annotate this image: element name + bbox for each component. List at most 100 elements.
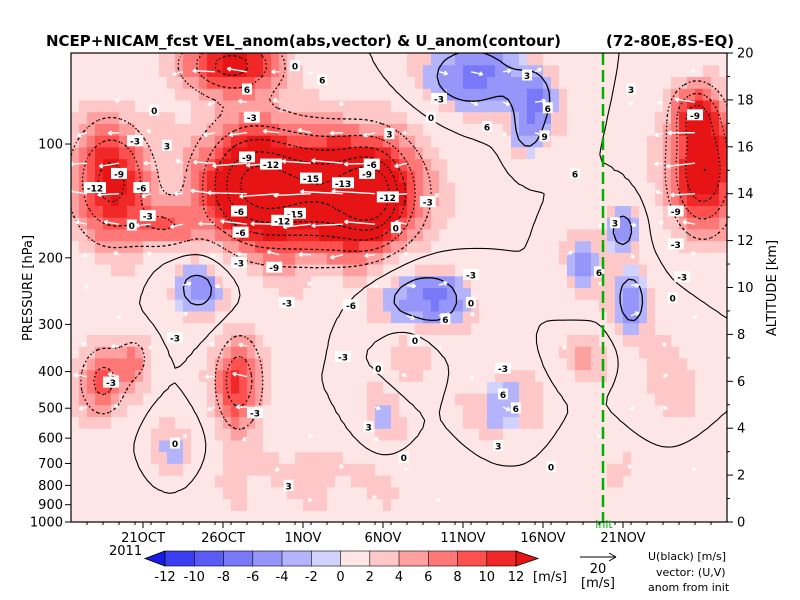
shade-cell <box>655 99 664 113</box>
shade-cell <box>119 393 128 406</box>
shade-cell <box>679 393 688 406</box>
shade-cell <box>663 88 672 101</box>
shade-cell <box>287 346 296 359</box>
shade-cell <box>439 393 448 406</box>
shade-cell <box>79 357 88 371</box>
shade-cell <box>375 275 384 289</box>
shade-cell <box>175 170 184 183</box>
shade-cell <box>343 369 352 382</box>
shade-cell <box>447 475 456 488</box>
wind-vector <box>241 436 248 442</box>
wind-vector <box>232 371 248 378</box>
shade-cell <box>415 123 424 136</box>
shade-cell <box>119 146 128 160</box>
shade-cell <box>639 346 648 359</box>
shade-cell <box>151 393 160 406</box>
shade-cell <box>175 158 184 171</box>
shade-cell <box>159 182 168 195</box>
shade-cell <box>239 310 248 324</box>
shade-cell <box>711 381 720 394</box>
shade-cell <box>151 428 160 441</box>
shade-cell <box>311 369 320 382</box>
shade-cell <box>447 416 456 429</box>
wind-vector <box>373 284 378 289</box>
shade-cell <box>447 404 456 418</box>
shade-cell <box>551 275 560 289</box>
shade-cell <box>255 182 264 195</box>
shade-cell <box>95 99 104 113</box>
shade-cell <box>623 99 632 113</box>
shade-cell <box>71 310 80 324</box>
shade-cell <box>607 99 616 113</box>
shade-cell <box>463 158 472 171</box>
shade-cell <box>503 158 512 171</box>
shade-cell <box>295 416 304 429</box>
shade-cell <box>447 486 456 500</box>
contour-label: 3 <box>524 72 530 82</box>
shade-cell <box>383 275 392 289</box>
shade-cell <box>639 252 648 265</box>
shade-cell <box>191 287 200 300</box>
shade-cell <box>687 264 696 277</box>
shade-cell <box>95 310 104 324</box>
shade-cell <box>343 416 352 429</box>
shade-cell <box>327 357 336 371</box>
shade-cell <box>111 463 120 476</box>
shade-cell <box>631 357 640 371</box>
shade-cell <box>231 287 240 300</box>
contour-label-bg <box>359 167 375 179</box>
shade-cell <box>463 111 472 124</box>
shade-cell <box>583 416 592 429</box>
shade-cell <box>543 158 552 171</box>
shade-cell <box>295 217 304 230</box>
shade-cell <box>183 123 192 136</box>
shade-cell <box>679 299 688 312</box>
shade-cell <box>719 76 727 89</box>
shade-cell <box>431 393 440 406</box>
shade-cell <box>631 475 640 488</box>
shade-cell <box>191 76 200 89</box>
shade-cell <box>415 439 424 453</box>
shade-cell <box>399 334 408 347</box>
shade-cell <box>159 158 168 171</box>
shade-cell <box>631 463 640 476</box>
wind-vector <box>113 404 120 409</box>
shade-cell <box>151 53 160 66</box>
shade-cell <box>79 498 88 511</box>
shade-cell <box>559 322 568 335</box>
shade-cell <box>79 322 88 335</box>
shade-cell <box>535 240 544 253</box>
shade-cell <box>487 99 496 113</box>
contour-label: 3 <box>386 131 392 141</box>
shade-cell <box>623 428 632 441</box>
shade-cell <box>399 299 408 312</box>
shade-cell <box>295 53 304 66</box>
shade-cell <box>183 310 192 324</box>
shade-cell <box>311 64 320 77</box>
shade-cell <box>287 170 296 183</box>
shade-cell <box>407 287 416 300</box>
shade-cell <box>503 88 512 101</box>
shade-cell <box>223 228 232 242</box>
shade-cell <box>279 53 288 66</box>
shade-cell <box>551 228 560 242</box>
shade-cell <box>199 275 208 289</box>
shade-cell <box>591 369 600 382</box>
contour-label-bg <box>466 296 476 308</box>
shade-cell <box>87 88 96 101</box>
shade-cell <box>119 217 128 230</box>
shade-cell <box>455 275 464 289</box>
shade-cell <box>695 334 704 347</box>
shade-cell <box>143 451 152 464</box>
wind-vector <box>329 130 344 136</box>
shade-cell <box>567 111 576 124</box>
shade-cell <box>639 439 648 453</box>
wind-vector <box>534 67 542 73</box>
shade-cell <box>263 510 272 522</box>
shade-cell <box>191 451 200 464</box>
shade-cell <box>711 205 720 218</box>
shade-cell <box>127 381 136 394</box>
shade-cell <box>191 475 200 488</box>
wind-vector <box>662 405 668 410</box>
shade-cell <box>207 264 216 277</box>
